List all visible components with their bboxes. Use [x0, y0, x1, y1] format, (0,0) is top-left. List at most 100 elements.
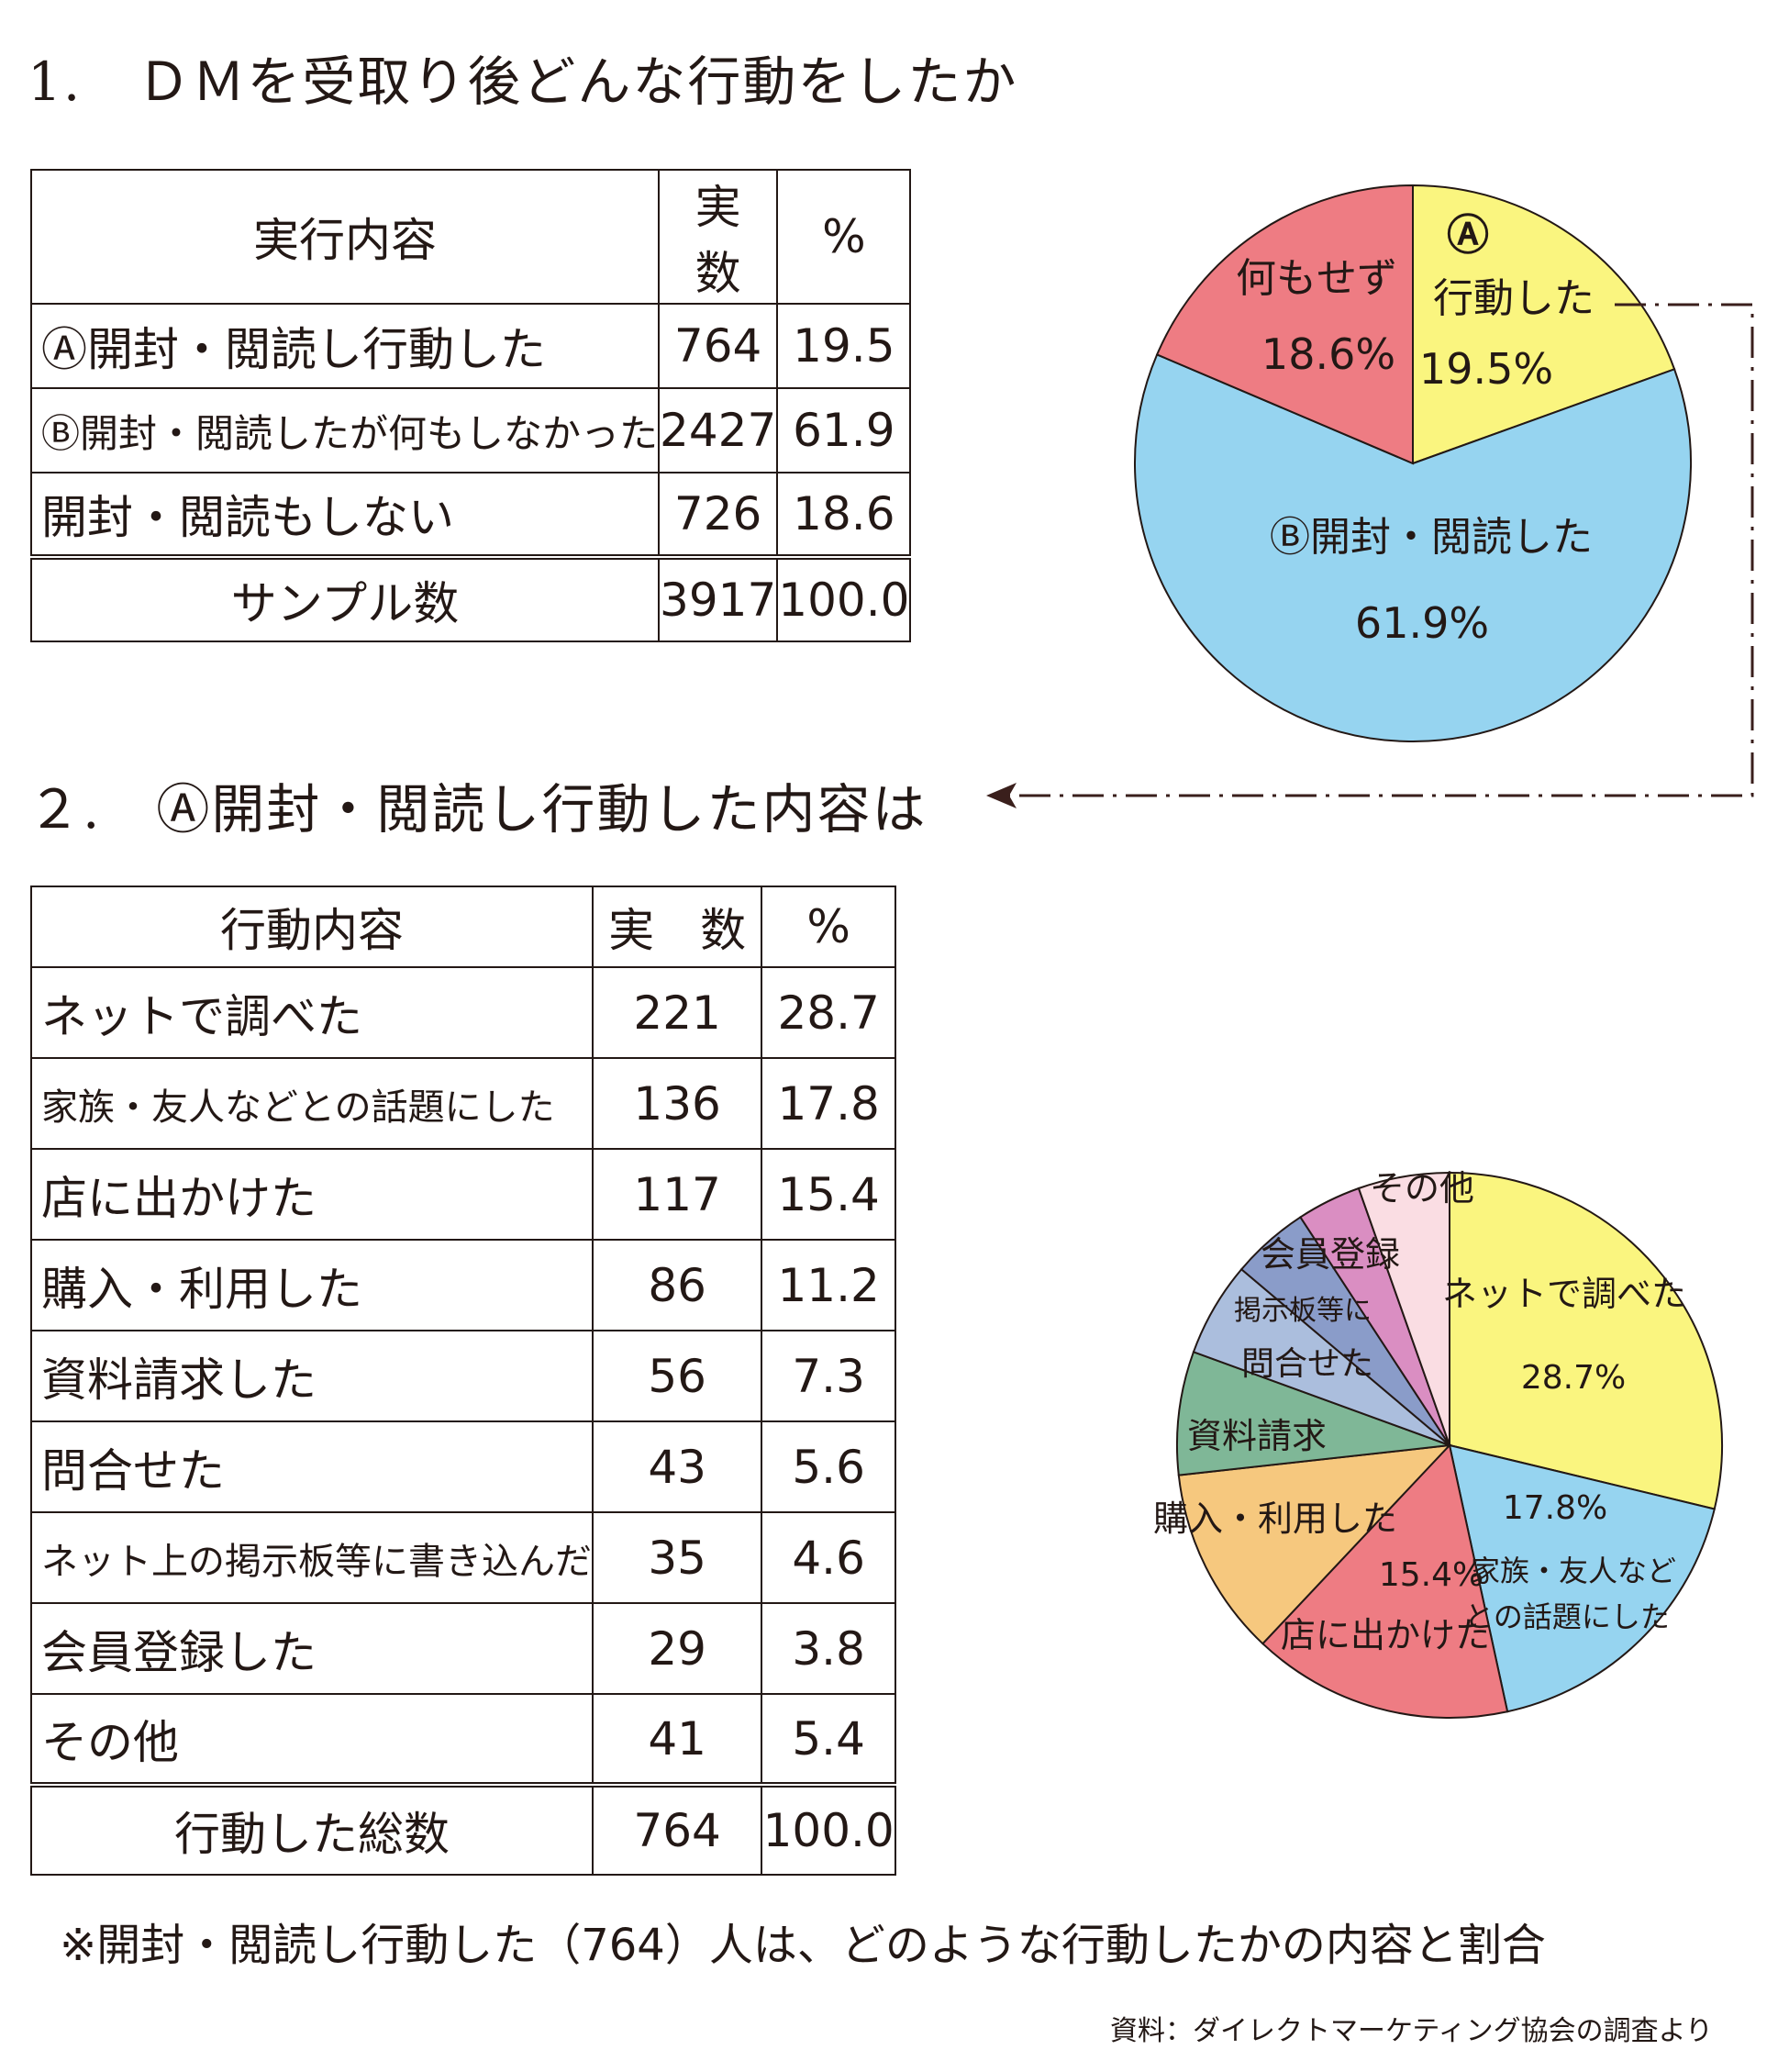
header-content: 実行内容 — [29, 169, 661, 305]
connector-arrow — [986, 303, 1754, 808]
row-count: 221 — [591, 966, 763, 1059]
row-label: 店に出かけた — [30, 1148, 594, 1241]
total-label: 行動した総数 — [30, 1782, 594, 1876]
row-count: 29 — [591, 1602, 763, 1695]
row-count: 43 — [591, 1420, 763, 1513]
pie-slice — [1448, 1443, 1716, 1713]
header-percent: % — [776, 169, 912, 305]
slice-label: 問合せた — [1241, 1345, 1373, 1383]
source-credit: 資料：ダイレクトマーケティング協会の調査より — [1110, 2015, 1713, 2047]
slice-label: 15.4% — [1379, 1556, 1483, 1594]
row-label: 資料請求した — [30, 1330, 594, 1422]
row-label: 開封・閲読もしない — [29, 472, 661, 558]
slice-label: Ⓑ開封・閲読した — [1270, 514, 1593, 561]
total-label: サンプル数 — [29, 554, 661, 642]
row-percent: 61.9 — [776, 387, 912, 473]
pie-slice — [1155, 184, 1414, 465]
table-row: 店に出かけた 117 15.4 — [30, 1148, 896, 1241]
row-label: 問合せた — [30, 1420, 594, 1513]
row-label: 購入・利用した — [30, 1239, 594, 1331]
slice-label: 資料請求 — [1187, 1416, 1327, 1456]
slice-label: その他 — [1370, 1168, 1474, 1209]
row-count: 764 — [658, 303, 779, 389]
row-percent: 5.6 — [761, 1420, 896, 1513]
table-total-row: サンプル数 3917 100.0 — [29, 554, 912, 642]
slice-label: 購入・利用した — [1153, 1498, 1397, 1539]
row-label: その他 — [30, 1693, 594, 1786]
slice-label: 家族・友人など — [1471, 1554, 1676, 1588]
section2-table: 行動内容 実 数 % ネットで調べた 221 28.7 家族・友人などとの話題に… — [30, 886, 896, 1876]
table-row: 家族・友人などとの話題にした 136 17.8 — [30, 1057, 896, 1150]
header-count: 実 数 — [591, 886, 763, 968]
table-row: Ⓐ開封・閲読し行動した 764 19.5 — [29, 303, 912, 389]
row-percent: 19.5 — [776, 303, 912, 389]
pie-slice — [1412, 184, 1676, 465]
pie-slice — [1449, 1171, 1723, 1510]
header-count: 実 数 — [658, 169, 787, 305]
row-count: 86 — [591, 1239, 763, 1331]
section1-table: 実行内容 実 数 % Ⓐ開封・閲読し行動した 764 19.5 Ⓑ開封・閲読した… — [29, 169, 912, 642]
row-percent: 5.4 — [761, 1693, 896, 1786]
pie-slice — [1357, 1171, 1450, 1446]
row-count: 136 — [591, 1057, 763, 1150]
row-count: 2427 — [658, 387, 779, 473]
row-percent: 17.8 — [761, 1057, 896, 1150]
row-percent: 28.7 — [761, 966, 896, 1059]
slice-label: 会員登録 — [1261, 1234, 1400, 1275]
section1-title: 1. ＤＭを受取り後どんな行動をしたか — [28, 50, 1018, 113]
row-percent: 4.6 — [761, 1511, 896, 1604]
pie-slice — [1261, 1443, 1509, 1719]
slice-label: ネットで調べた — [1442, 1274, 1686, 1314]
row-count: 726 — [658, 472, 779, 558]
header-content: 行動内容 — [30, 886, 594, 968]
footnote: ※開封・閲読し行動した（764）人は、どのような行動したかの内容と割合 — [60, 1920, 1546, 1971]
row-label: ネットで調べた — [30, 966, 594, 1059]
table-row: 購入・利用した 86 11.2 — [30, 1239, 896, 1331]
total-count: 764 — [591, 1782, 763, 1876]
row-label: ネット上の掲示板等に書き込んだ — [30, 1511, 594, 1604]
slice-label: との話題にした — [1464, 1599, 1670, 1634]
row-percent: 7.3 — [761, 1330, 896, 1422]
slice-label: 掲示板等に — [1234, 1295, 1372, 1327]
table-row: その他 41 5.4 — [30, 1693, 896, 1786]
row-label: 会員登録した — [30, 1602, 594, 1695]
table-total-row: 行動した総数 764 100.0 — [30, 1782, 896, 1876]
table-row: Ⓑ開封・閲読したが何もしなかった 2427 61.9 — [29, 387, 912, 473]
pie-chart-actions: ネットで調べた 28.7% 17.8% 家族・友人などとの話題にした 15.4% 店に出か… — [1153, 1168, 1723, 1719]
table-row: 資料請求した 56 7.3 — [30, 1330, 896, 1422]
section2-title: ２. Ⓐ開封・閲読し行動した内容は — [28, 778, 928, 841]
slice-label: 何もせず — [1236, 255, 1397, 302]
pie-slice — [1176, 1351, 1450, 1476]
total-count: 3917 — [658, 554, 779, 642]
row-percent: 18.6 — [776, 472, 912, 558]
table-row: ネットで調べた 221 28.7 — [30, 966, 896, 1059]
slice-label: Ⓐ — [1447, 210, 1489, 260]
row-percent: 11.2 — [761, 1239, 896, 1331]
row-label: 家族・友人などとの話題にした — [30, 1057, 594, 1150]
row-percent: 15.4 — [761, 1148, 896, 1241]
row-count: 41 — [591, 1693, 763, 1786]
table-header-row: 行動内容 実 数 % — [30, 886, 896, 968]
pie-slice — [1177, 1443, 1452, 1645]
table-row: 会員登録した 29 3.8 — [30, 1602, 896, 1695]
slice-label: 店に出かけた — [1281, 1615, 1490, 1655]
row-count: 117 — [591, 1148, 763, 1241]
arrowhead-icon — [986, 783, 1017, 808]
slice-label: 19.5% — [1419, 344, 1553, 394]
header-percent: % — [761, 886, 896, 968]
table-row: ネット上の掲示板等に書き込んだ 35 4.6 — [30, 1511, 896, 1604]
table-row: 問合せた 43 5.6 — [30, 1420, 896, 1513]
slice-label: 行動した — [1433, 275, 1595, 322]
slice-label: 28.7% — [1521, 1359, 1626, 1397]
slice-label: 61.9% — [1355, 598, 1489, 648]
connector-line — [1009, 303, 1754, 797]
row-percent: 3.8 — [761, 1602, 896, 1695]
slice-label: 18.6% — [1261, 329, 1395, 379]
pie-slice — [1134, 353, 1692, 742]
row-count: 35 — [591, 1511, 763, 1604]
total-percent: 100.0 — [776, 554, 912, 642]
table-row: 開封・閲読もしない 726 18.6 — [29, 472, 912, 558]
row-label: Ⓑ開封・閲読したが何もしなかった — [29, 387, 661, 473]
row-label: Ⓐ開封・閲読し行動した — [29, 303, 661, 389]
total-percent: 100.0 — [761, 1782, 896, 1876]
